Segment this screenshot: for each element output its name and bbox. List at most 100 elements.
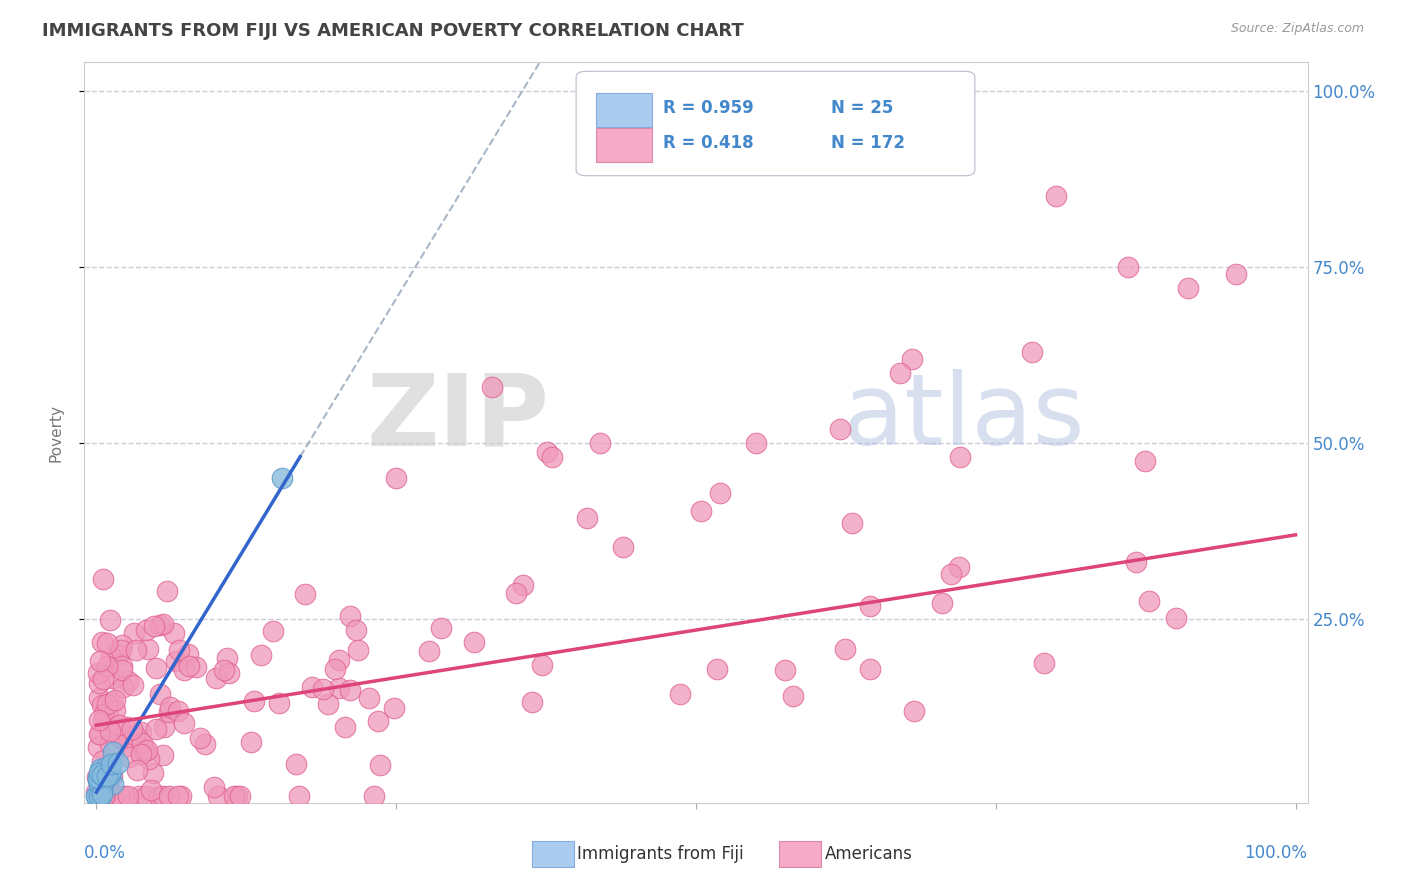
Point [117,739,139,753]
Point [368,757,391,772]
Point [184,660,207,674]
Point [122,626,145,640]
Point [87,789,110,803]
Point [170,789,193,803]
Point [531,657,554,672]
Point [93,706,115,721]
Point [86,788,108,802]
Point [271,471,294,485]
Point [89,676,111,690]
Point [100,764,122,778]
Point [145,722,167,736]
Point [101,671,124,685]
Point [294,587,316,601]
Point [128,789,150,803]
Text: ZIP: ZIP [367,369,550,467]
Point [134,744,156,758]
Point [1045,189,1067,203]
Point [111,638,134,652]
Point [179,658,201,673]
Point [86,771,108,785]
FancyBboxPatch shape [596,93,652,127]
Point [86,784,108,798]
Point [859,662,882,676]
Point [173,716,195,731]
Point [89,727,111,741]
Point [841,516,863,530]
Point [87,666,110,681]
Point [148,687,170,701]
Point [135,623,157,637]
Point [111,658,134,673]
Point [323,662,346,676]
Point [91,572,114,586]
Point [96,636,118,650]
Point [367,714,389,728]
Point [1116,260,1139,274]
Point [269,696,291,710]
Point [90,789,112,803]
Point [166,789,188,803]
Point [86,771,108,785]
Point [104,693,127,707]
Point [344,624,367,638]
Point [139,783,162,797]
Point [91,634,114,648]
Point [948,559,970,574]
Point [138,751,160,765]
Point [939,566,962,581]
Point [226,789,249,803]
Point [87,776,110,790]
Point [93,789,115,803]
Point [773,663,796,677]
Point [87,773,110,788]
Point [177,647,200,661]
Point [142,766,165,780]
Point [745,436,768,450]
Point [112,681,135,695]
Point [828,422,851,436]
Point [207,789,229,803]
Point [110,642,132,657]
Point [103,777,125,791]
Point [96,697,118,711]
Point [108,718,131,732]
Point [93,789,115,803]
Point [91,714,114,729]
Y-axis label: Poverty: Poverty [49,403,63,462]
Point [834,642,856,657]
Point [363,789,385,803]
Point [173,663,195,677]
Point [214,663,236,677]
Point [163,625,186,640]
Point [316,698,339,712]
Point [124,643,146,657]
Point [100,649,122,664]
Point [117,789,139,803]
Point [91,768,114,782]
Point [132,742,155,756]
Text: 0.0%: 0.0% [84,844,127,862]
Point [889,366,911,380]
Point [505,586,527,600]
Text: atlas: atlas [842,369,1084,467]
Point [202,780,225,794]
Point [129,747,152,761]
Point [690,504,713,518]
Point [901,351,924,366]
Point [301,680,323,694]
Point [204,671,226,685]
Point [101,695,124,709]
Text: IMMIGRANTS FROM FIJI VS AMERICAN POVERTY CORRELATION CHART: IMMIGRANTS FROM FIJI VS AMERICAN POVERTY… [42,22,744,40]
Point [121,722,143,736]
Point [91,781,114,796]
Point [1137,594,1160,608]
Point [153,720,176,734]
Point [101,745,124,759]
Point [96,659,118,673]
Point [949,450,972,465]
Point [101,769,124,783]
Point [148,789,170,803]
Point [131,735,153,749]
Point [242,694,264,708]
